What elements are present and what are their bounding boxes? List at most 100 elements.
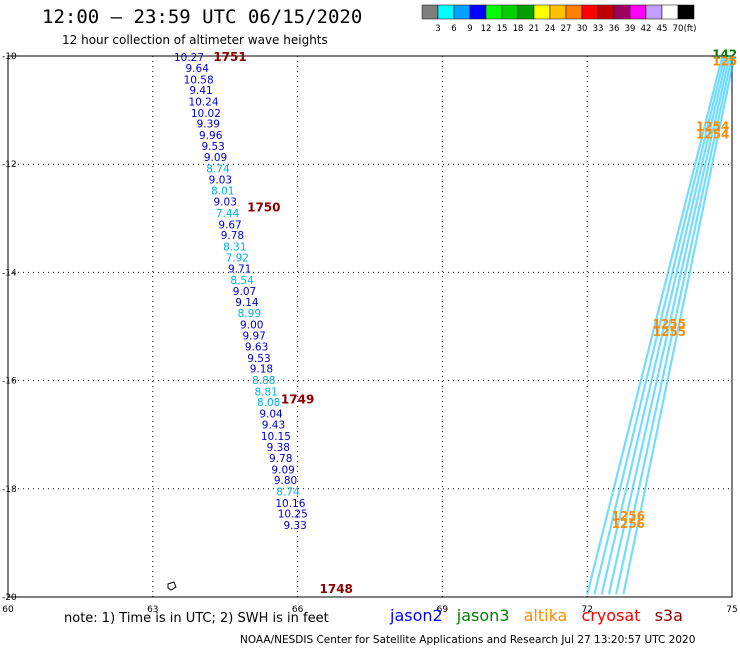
cryosat-track	[615, 55, 734, 595]
wave-height-label: 9.09	[271, 464, 294, 476]
wave-height-label: 8.31	[223, 241, 246, 253]
island-outline	[167, 581, 177, 591]
colorbar-swatch	[485, 4, 503, 20]
wave-height-label: 10.16	[275, 498, 305, 510]
colorbar-label: 24	[545, 24, 556, 34]
colorbar-swatch	[533, 4, 551, 20]
x-tick-label: 72	[581, 605, 592, 615]
wave-height-label: 10.27	[174, 52, 204, 64]
colorbar-swatch	[629, 4, 647, 20]
colorbar-label: 45	[657, 24, 668, 34]
wave-height-label: 9.53	[247, 353, 270, 365]
colorbar-swatch	[501, 4, 519, 20]
wave-height-label: 8.74	[276, 487, 300, 499]
legend-jason3: jason3	[456, 606, 510, 625]
wave-height-label: 9.96	[199, 130, 223, 142]
colorbar-label: 42	[641, 24, 652, 34]
cryosat-track	[607, 55, 731, 595]
wave-height-label: 9.63	[245, 342, 268, 354]
wave-height-label: 9.33	[283, 520, 306, 532]
y-tick-label: -12	[2, 160, 17, 170]
colorbar-label: 30	[577, 24, 588, 34]
colorbar-swatch	[597, 4, 615, 20]
colorbar-swatch	[661, 4, 679, 20]
wave-height-label: 9.39	[197, 119, 220, 131]
colorbar-swatch	[453, 4, 471, 20]
time-label: 1256	[612, 517, 645, 531]
wave-height-label: 8.08	[257, 397, 280, 409]
wave-height-label: 9.53	[201, 141, 224, 153]
legend-altika: altika	[523, 606, 568, 625]
wave-height-label: 8.88	[252, 375, 275, 387]
time-label: 1256	[612, 509, 645, 523]
colorbar-swatch	[565, 4, 583, 20]
wave-height-label: 9.04	[259, 409, 283, 421]
colorbar-swatch	[581, 4, 599, 20]
cryosat-track	[593, 55, 726, 595]
units-note: note: 1) Time is in UTC; 2) SWH is in fe…	[64, 611, 329, 626]
wave-height-label: 8.81	[255, 386, 278, 398]
wave-height-label: 9.43	[262, 419, 285, 431]
x-tick-label: 75	[726, 605, 737, 615]
colorbar-label: 18	[513, 24, 524, 34]
time-label: 1254	[696, 127, 729, 141]
colorbar-label: 6	[451, 24, 456, 34]
colorbar-swatch	[421, 4, 439, 20]
colorbar-label: 27	[561, 24, 572, 34]
legend-s3a: s3a	[654, 606, 683, 625]
wave-height-label: 7.44	[216, 208, 240, 220]
cryosat-track	[586, 55, 724, 595]
chart-subtitle: 12 hour collection of altimeter wave hei…	[62, 33, 328, 47]
wave-height-label: 9.07	[233, 286, 256, 298]
colorbar-swatch	[469, 4, 487, 20]
wave-height-label: 9.67	[218, 219, 241, 231]
colorbar-label: 9	[467, 24, 472, 34]
wave-height-label: 10.02	[191, 108, 221, 120]
colorbar-swatch	[613, 4, 631, 20]
colorbar-label: 21	[529, 24, 540, 34]
colorbar-swatch	[549, 4, 567, 20]
wave-height-label: 8.74	[206, 164, 230, 176]
time-label: 1255	[653, 317, 686, 331]
colorbar-label: 12	[481, 24, 492, 34]
satellite-legend: jason2 jason3 altika cryosat s3a	[390, 606, 692, 625]
wave-height-label: 9.38	[267, 442, 290, 454]
colorbar-swatch	[517, 4, 535, 20]
x-tick-label: 63	[147, 605, 158, 615]
wave-height-label: 9.00	[240, 319, 263, 331]
time-label: 142	[712, 47, 737, 61]
wave-height-label: 8.54	[230, 275, 254, 287]
wave-height-label: 9.78	[269, 453, 292, 465]
wave-height-label: 9.64	[186, 63, 210, 75]
wave-height-label: 10.58	[184, 74, 214, 86]
wave-height-label: 7.92	[226, 252, 249, 264]
colorbar-label: 36	[609, 24, 620, 34]
time-label: 1750	[247, 200, 280, 214]
y-tick-label: -14	[2, 268, 17, 278]
wave-height-label: 9.41	[189, 85, 212, 97]
colorbar-label: 33	[593, 24, 604, 34]
time-label: 1255	[653, 325, 686, 339]
time-label: 1254	[696, 119, 729, 133]
y-tick-label: -20	[2, 593, 17, 603]
cryosat-track	[622, 55, 736, 595]
wave-height-label: 9.03	[214, 197, 237, 209]
wave-height-label: 9.97	[242, 331, 265, 343]
time-label: 1748	[320, 582, 353, 596]
wave-height-label: 10.25	[278, 509, 308, 521]
x-tick-label: 66	[292, 605, 304, 615]
wave-height-label: 9.14	[235, 297, 259, 309]
wave-height-label: 10.24	[188, 96, 218, 108]
time-label: 1751	[213, 50, 246, 64]
colorbar-unit: (ft)	[684, 24, 697, 34]
chart-title: 12:00 – 23:59 UTC 06/15/2020	[42, 6, 363, 28]
y-tick-label: -18	[2, 485, 17, 495]
y-tick-label: -16	[2, 377, 17, 387]
y-tick-label: -10	[2, 52, 17, 62]
wave-height-label: 9.09	[204, 152, 227, 164]
colorbar-swatch	[437, 4, 455, 20]
colorbar-label: 39	[625, 24, 636, 34]
cryosat-track	[600, 55, 729, 595]
time-label: 1749	[281, 393, 314, 407]
